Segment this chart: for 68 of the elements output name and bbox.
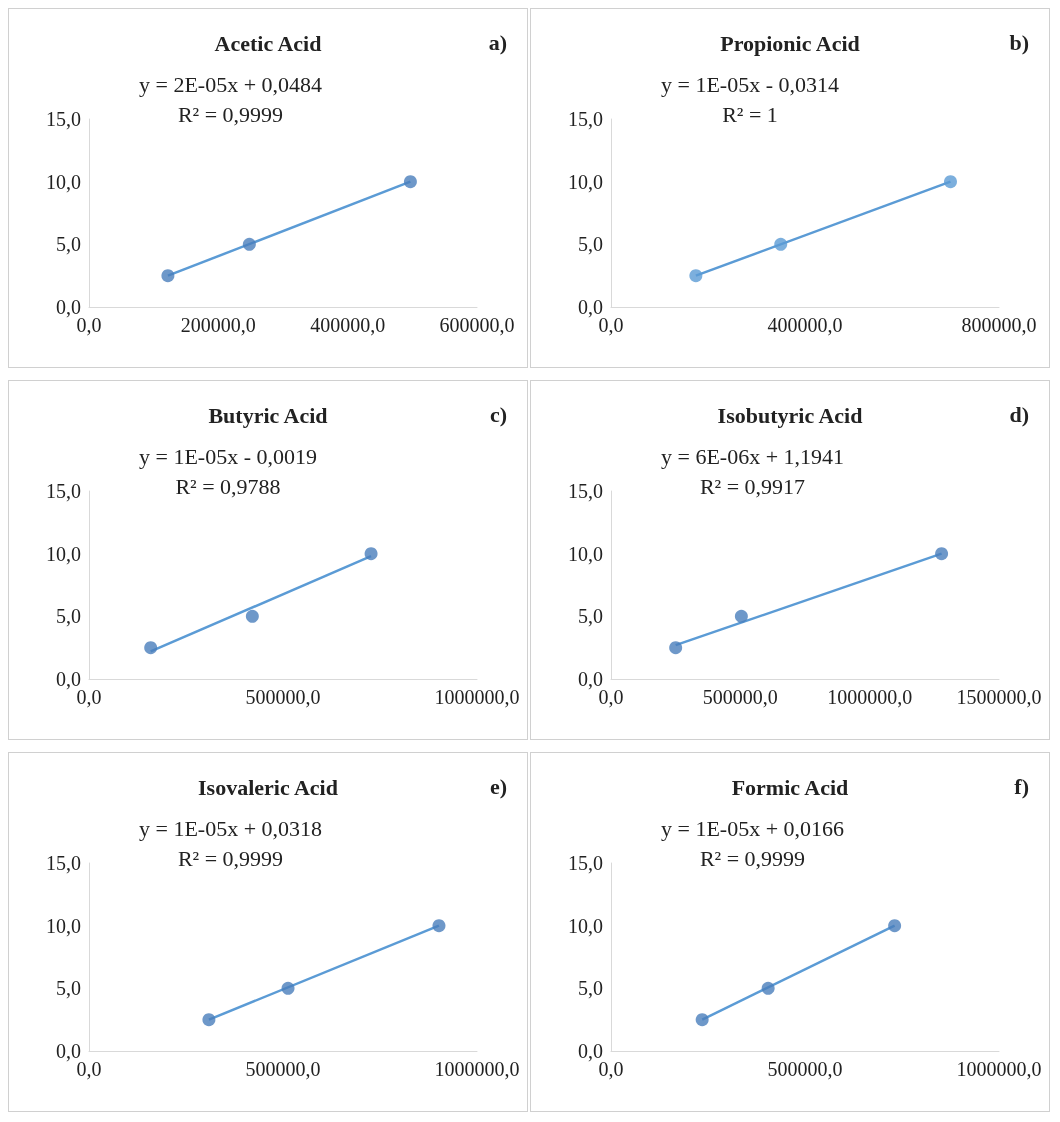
y-tick-label: 5,0: [578, 233, 603, 256]
y-tick-label: 10,0: [46, 914, 81, 937]
point: [432, 919, 446, 933]
x-tick-label: 1000000,0: [827, 686, 913, 708]
y-tick-label: 10,0: [568, 170, 603, 193]
y-tick-label: 15,0: [568, 108, 603, 130]
y-tick-label: 10,0: [568, 914, 603, 937]
text: a): [488, 29, 507, 55]
x-tick-label: 1000000,0: [956, 1058, 1042, 1080]
text: c): [489, 401, 507, 427]
point: [669, 641, 683, 655]
annotation: y = 1E-05x - 0,0314 R² = 1: [661, 71, 839, 127]
annotation: y = 1E-05x + 0,0166 R² = 0,9999: [660, 815, 845, 871]
y-tick-label: 10,0: [46, 542, 81, 565]
point: [695, 1013, 709, 1027]
y-tick-label: 5,0: [56, 605, 81, 628]
y-tick-label: 15,0: [568, 480, 603, 502]
x-tick-label: 1500000,0: [956, 686, 1042, 708]
text: d): [1009, 401, 1029, 427]
point: [245, 609, 259, 623]
x-tick-label: 200000,0: [180, 314, 256, 336]
y-tick-label: 10,0: [46, 170, 81, 193]
point: [202, 1013, 216, 1027]
y-tick-label: 15,0: [46, 852, 81, 874]
y-tick-label: 15,0: [46, 480, 81, 502]
chart-title: Propionic Acid: [720, 30, 860, 56]
point: [734, 609, 748, 623]
x-tick-label: 400000,0: [310, 314, 386, 336]
chart-title: Isovaleric Acid: [198, 774, 338, 800]
text: f): [1014, 773, 1029, 799]
point: [774, 237, 788, 251]
y-tick-label: 10,0: [568, 542, 603, 565]
chart-title: Butyric Acid: [208, 402, 328, 428]
point: [281, 981, 295, 995]
chart-title: Isobutyric Acid: [717, 402, 863, 428]
annotation: y = 2E-05x + 0,0484 R² = 0,9999: [138, 71, 323, 127]
point: [403, 175, 417, 189]
x-tick-label: 600000,0: [439, 314, 515, 336]
chart-title: Acetic Acid: [214, 30, 322, 56]
point: [364, 547, 378, 561]
x-tick-label: 500000,0: [245, 686, 321, 708]
x-tick-label: 500000,0: [245, 1058, 321, 1080]
x-tick-label: 1000000,0: [434, 1058, 520, 1080]
y-tick-label: 15,0: [568, 852, 603, 874]
text: e): [489, 773, 507, 799]
point: [761, 981, 775, 995]
y-tick-label: 5,0: [56, 233, 81, 256]
point: [944, 175, 957, 189]
annotation: y = 1E-05x + 0,0318 R² = 0,9999: [138, 815, 323, 871]
point: [144, 641, 158, 655]
y-tick-label: 5,0: [578, 605, 603, 628]
x-tick-label: 1000000,0: [434, 686, 520, 708]
annotation: y = 1E-05x - 0,0019 R² = 0,9788: [139, 443, 317, 499]
point: [161, 269, 175, 283]
y-tick-label: 5,0: [578, 977, 603, 1000]
x-tick-label: 500000,0: [767, 1058, 843, 1080]
point: [935, 547, 949, 561]
text: b): [1009, 29, 1029, 55]
x-tick-label: 400000,0: [767, 314, 843, 336]
annotation: y = 6E-06x + 1,1941 R² = 0,9917: [660, 443, 845, 499]
y-tick-label: 15,0: [46, 108, 81, 130]
point: [888, 919, 902, 933]
x-tick-label: 500000,0: [702, 686, 778, 708]
y-tick-label: 5,0: [56, 977, 81, 1000]
point: [689, 269, 703, 283]
chart-title: Formic Acid: [731, 774, 849, 800]
point: [242, 237, 256, 251]
x-tick-label: 800000,0: [961, 314, 1037, 336]
